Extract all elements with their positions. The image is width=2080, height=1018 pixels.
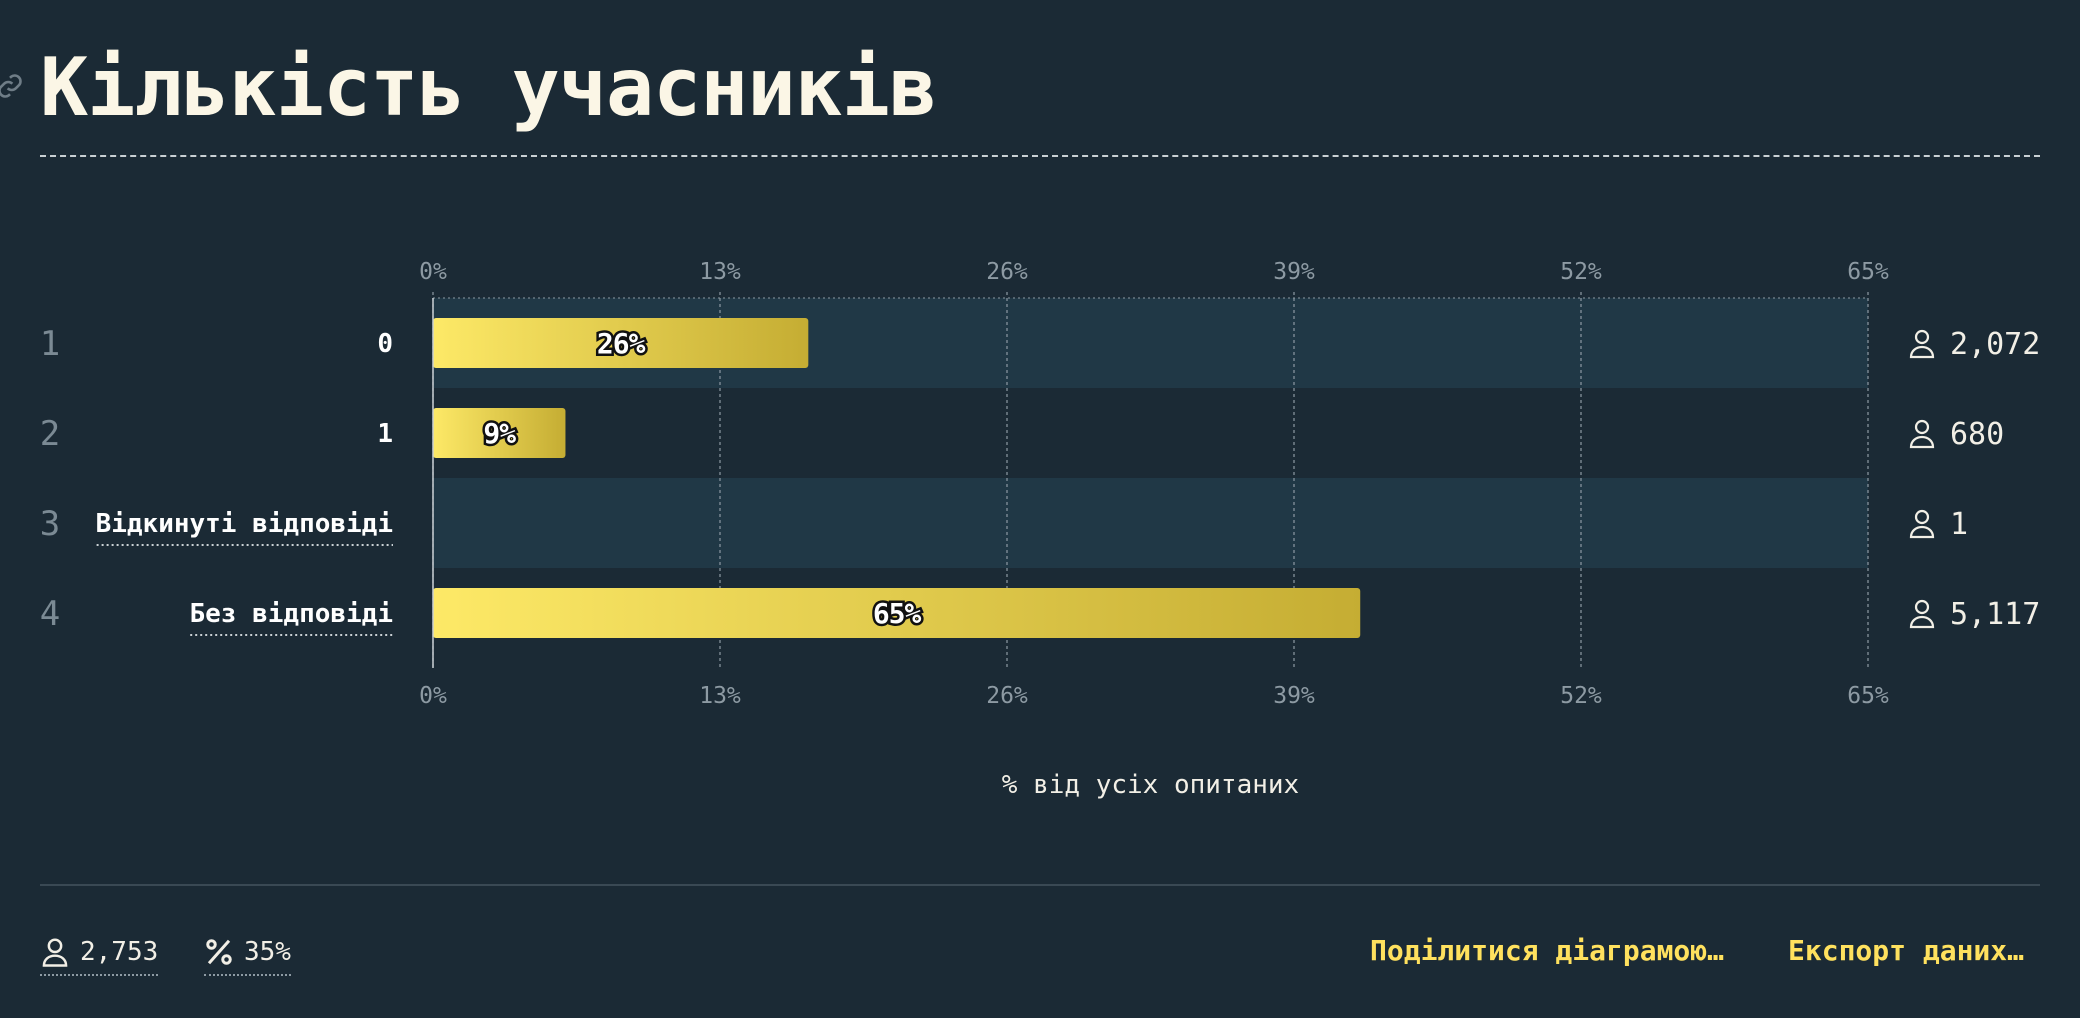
participant-count: 680 — [1950, 417, 2004, 452]
participant-count: 5,117 — [1950, 597, 2040, 632]
participant-count: 2,072 — [1950, 327, 2040, 362]
page-title: Кількість учасників — [40, 41, 937, 134]
share-chart-link[interactable]: Поділитися діаграмою… — [1370, 934, 1725, 967]
category-label: 1 — [377, 419, 393, 449]
bar-value-label: 26% — [597, 327, 646, 360]
row-rank: 1 — [40, 324, 60, 364]
x-axis-title: % від усіх опитаних — [1002, 770, 1299, 800]
x-tick-label-bottom: 65% — [1847, 683, 1889, 709]
row-band — [433, 478, 1868, 568]
category-label: 0 — [377, 329, 393, 359]
percent-stat[interactable]: 35% — [204, 930, 291, 976]
person-icon — [42, 938, 68, 967]
participant-count: 1 — [1950, 507, 1968, 542]
x-tick-label-bottom: 52% — [1560, 683, 1602, 709]
person-icon — [1909, 599, 1935, 629]
row-rank: 4 — [40, 594, 60, 634]
percent-value: 35% — [244, 937, 291, 967]
x-tick-label-top: 0% — [419, 259, 447, 285]
x-tick-label-top: 65% — [1847, 259, 1889, 285]
bar-value-label: 9% — [483, 417, 516, 450]
x-tick-label-bottom: 26% — [986, 683, 1028, 709]
participants-stat[interactable]: 2,753 — [40, 930, 159, 976]
x-tick-label-top: 39% — [1273, 259, 1315, 285]
export-data-link[interactable]: Експорт даних… — [1788, 934, 2025, 967]
bar — [433, 408, 566, 458]
footer-divider — [40, 884, 2040, 886]
x-tick-label-bottom: 39% — [1273, 683, 1315, 709]
person-icon — [1909, 419, 1935, 449]
title-divider — [40, 155, 2040, 157]
x-tick-label-bottom: 13% — [699, 683, 741, 709]
row-rank: 2 — [40, 414, 60, 454]
x-tick-label-top: 13% — [699, 259, 741, 285]
x-tick-label-bottom: 0% — [419, 683, 447, 709]
bar-value-label: 65% — [873, 597, 922, 630]
bar — [433, 588, 1361, 638]
category-label: Без відповіді — [190, 599, 394, 629]
person-icon — [1909, 509, 1935, 539]
participants-count: 2,753 — [80, 937, 159, 967]
x-tick-label-top: 26% — [986, 259, 1028, 285]
row-rank: 3 — [40, 504, 60, 544]
link-icon[interactable] — [0, 72, 24, 100]
bar — [433, 318, 809, 368]
bar-chart: 0%0%13%13%26%26%39%39%52%52%65%65%1 0 26% 2… — [40, 259, 2041, 800]
percent-icon — [206, 939, 232, 965]
category-label: Відкинуті відповіді — [96, 509, 393, 539]
x-tick-label-top: 52% — [1560, 259, 1602, 285]
person-icon — [1909, 329, 1935, 359]
